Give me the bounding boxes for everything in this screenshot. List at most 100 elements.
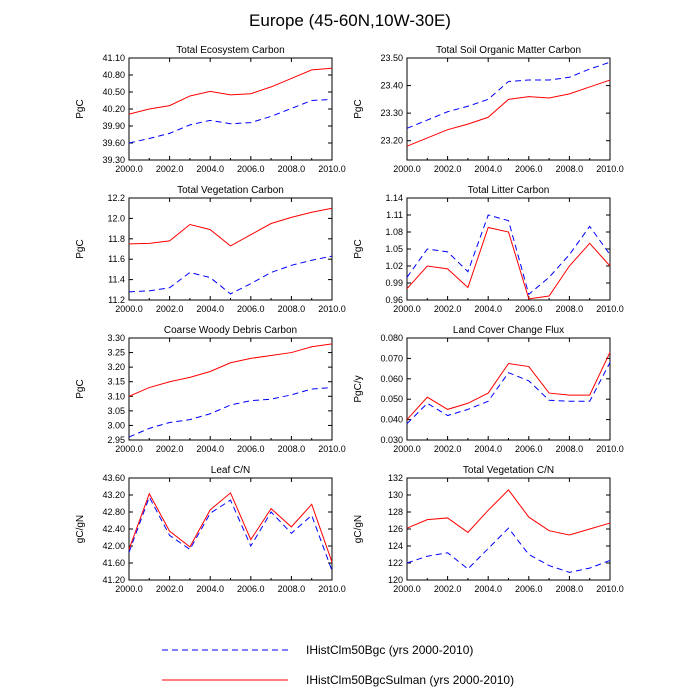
panel-title: Coarse Woody Debris Carbon [164, 325, 297, 336]
series-line-ihistclm50bgcsulman [406, 226, 611, 300]
legend-label-2: IHistClm50BgcSulman (yrs 2000-2010) [306, 673, 514, 687]
y-tick-label: 43.60 [102, 473, 125, 483]
y-tick-label: 1.11 [386, 210, 403, 220]
y-tick-label: 130 [388, 490, 403, 500]
figure-title: Europe (45-60N,10W-30E) [249, 11, 451, 30]
plot-frame [128, 197, 333, 301]
panel-total-litter-carbon: Total Litter Carbon PgC 2000.0 2002.0 2004.0… [353, 185, 624, 314]
y-tick-label: 39.90 [102, 121, 125, 131]
x-tick-label: 2010.0 [596, 304, 624, 314]
x-tick-label: 2010.0 [318, 584, 346, 594]
y-tick-label: 128 [388, 507, 403, 517]
y-tick-label: 42.80 [102, 507, 125, 517]
series-line-ihistclm50bgc [406, 527, 611, 573]
y-tick-label: 41.20 [102, 575, 125, 585]
y-tick-label: 40.50 [102, 87, 125, 97]
x-tick-label: 2000.0 [393, 584, 421, 594]
x-tick-label: 2000.0 [115, 584, 143, 594]
x-tick-label: 2002.0 [434, 444, 462, 454]
y-tick-label: 12.0 [107, 213, 125, 223]
plot-frame [128, 57, 333, 161]
x-tick-label: 2008.0 [556, 164, 584, 174]
x-tick-label: 2010.0 [318, 444, 346, 454]
x-tick-label: 2004.0 [474, 444, 502, 454]
x-tick-label: 2002.0 [156, 304, 184, 314]
x-tick-label: 2008.0 [278, 304, 306, 314]
y-tick-label: 0.050 [380, 394, 403, 404]
plot-frame [406, 337, 611, 441]
y-tick-label: 12.2 [107, 193, 125, 203]
series-line-ihistclm50bgc [128, 387, 333, 438]
y-tick-label: 0.030 [380, 435, 403, 445]
x-tick-label: 2008.0 [278, 164, 306, 174]
x-tick-label: 2000.0 [393, 304, 421, 314]
y-tick-label: 40.80 [102, 70, 125, 80]
y-tick-label: 132 [388, 473, 403, 483]
x-tick-label: 2002.0 [434, 164, 462, 174]
series-line-ihistclm50bgcsulman [406, 352, 611, 420]
x-tick-label: 2006.0 [515, 584, 543, 594]
panel-coarse-woody-debris-carbon: Coarse Woody Debris Carbon PgC 2000.0 2002.… [75, 325, 346, 454]
y-tick-label: 41.10 [102, 53, 125, 63]
series-line-ihistclm50bgcsulman [128, 207, 333, 247]
y-axis-label: PgC [75, 239, 86, 258]
x-tick-label: 2000.0 [115, 164, 143, 174]
x-tick-label: 2004.0 [474, 164, 502, 174]
series-line-ihistclm50bgc [406, 61, 611, 129]
x-tick-label: 2002.0 [434, 584, 462, 594]
panel-total-ecosystem-carbon: Total Ecosystem Carbon PgC 2000.0 2002.0 200… [75, 45, 346, 174]
x-tick-label: 2006.0 [515, 444, 543, 454]
y-tick-label: 1.14 [385, 193, 403, 203]
x-tick-label: 2010.0 [596, 584, 624, 594]
y-tick-label: 120 [388, 575, 403, 585]
y-tick-label: 0.96 [385, 295, 403, 305]
series-line-ihistclm50bgc [406, 362, 611, 425]
y-tick-label: 11.4 [108, 275, 125, 285]
y-axis-label: PgC [75, 99, 86, 118]
x-tick-label: 2004.0 [196, 304, 224, 314]
panel-land-cover-change-flux: Land Cover Change Flux PgC/y 2000.0 2002.0 2… [353, 325, 624, 454]
y-axis-label: gC/gN [75, 515, 86, 543]
series-line-ihistclm50bgcsulman [406, 489, 611, 536]
y-tick-label: 39.60 [102, 138, 125, 148]
x-tick-label: 2008.0 [556, 304, 584, 314]
y-axis-label: PgC [75, 379, 86, 398]
series-line-ihistclm50bgcsulman [406, 79, 611, 147]
y-tick-label: 3.10 [107, 391, 125, 401]
x-tick-label: 2004.0 [196, 584, 224, 594]
y-tick-label: 126 [388, 524, 403, 534]
x-tick-label: 2000.0 [115, 444, 143, 454]
y-tick-label: 0.080 [380, 333, 403, 343]
panel-title: Leaf C/N [211, 465, 250, 476]
y-tick-label: 42.40 [102, 524, 125, 534]
plot-frame [406, 477, 611, 581]
y-tick-label: 23.20 [380, 136, 403, 146]
y-tick-label: 2.95 [107, 435, 125, 445]
panel-title: Total Litter Carbon [468, 185, 550, 196]
y-tick-label: 39.30 [102, 155, 125, 165]
x-tick-label: 2006.0 [515, 304, 543, 314]
y-tick-label: 1.05 [385, 244, 403, 254]
y-tick-label: 23.30 [380, 108, 403, 118]
x-tick-label: 2000.0 [115, 304, 143, 314]
y-tick-label: 124 [388, 541, 403, 551]
x-tick-label: 2002.0 [434, 304, 462, 314]
y-tick-label: 3.25 [107, 348, 125, 358]
panel-leaf-c-n: Leaf C/N gC/gN 2000.0 2002.0 2004.0 2006.0 200… [75, 465, 346, 594]
y-tick-label: 42.00 [102, 541, 125, 551]
y-tick-label: 0.040 [380, 415, 403, 425]
y-tick-label: 3.05 [107, 406, 125, 416]
y-axis-label: PgC [353, 239, 364, 258]
y-tick-label: 1.02 [385, 261, 403, 271]
y-tick-label: 0.060 [380, 374, 403, 384]
panel-title: Land Cover Change Flux [453, 325, 564, 336]
y-tick-label: 1.08 [385, 227, 403, 237]
panel-total-vegetation-carbon: Total Vegetation Carbon PgC 2000.0 2002.0 20… [75, 185, 346, 314]
y-tick-label: 3.20 [107, 362, 125, 372]
panel-total-soil-organic-matter-carbon: Total Soil Organic Matter Carbon PgC 2000.… [353, 45, 624, 174]
series-line-ihistclm50bgc [406, 214, 611, 296]
y-tick-label: 23.50 [380, 53, 403, 63]
y-axis-label: gC/gN [353, 515, 364, 543]
series-line-ihistclm50bgc [128, 98, 333, 144]
x-tick-label: 2000.0 [393, 444, 421, 454]
